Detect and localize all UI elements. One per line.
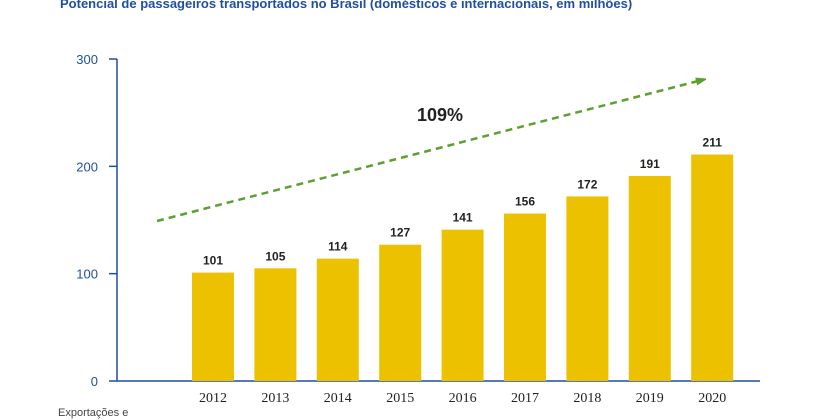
chart-labels: 101 2012 105 2013 114 2014 127 2015 141 2016 156 20… [199, 136, 726, 405]
bar-data-label: 127 [390, 226, 410, 240]
x-tick-label: 2015 [386, 391, 414, 405]
bar-data-label: 105 [265, 249, 285, 263]
bar [316, 258, 359, 381]
trend-arrow [156, 80, 702, 223]
y-tick-label: 0 [91, 374, 98, 389]
bar-data-label: 211 [703, 136, 723, 150]
bar-data-label: 101 [203, 254, 223, 268]
bar-data-label: 172 [577, 177, 597, 191]
bar [566, 196, 609, 381]
y-tick-label: 300 [76, 52, 98, 67]
bar [628, 175, 671, 381]
trend-annotation: 109% [156, 80, 702, 223]
x-tick-label: 2013 [261, 391, 289, 405]
bar-data-label: 114 [328, 240, 348, 254]
x-tick-label: 2020 [698, 391, 726, 405]
bar [504, 213, 546, 381]
y-tick-label: 100 [76, 267, 98, 282]
chart-title: Potencial de passageiros transportados n… [60, 0, 633, 11]
bar-data-label: 191 [640, 157, 660, 171]
x-tick-label: 2016 [449, 391, 477, 405]
bar-data-label: 141 [453, 211, 473, 225]
bar [691, 154, 734, 381]
bar [379, 244, 422, 381]
y-tick-label: 200 [76, 159, 98, 174]
bar [254, 268, 297, 381]
x-tick-label: 2017 [511, 391, 539, 405]
x-tick-label: 2012 [199, 391, 227, 405]
bar-data-label: 156 [515, 195, 535, 209]
growth-percent-label: 109% [417, 105, 463, 125]
bar [441, 229, 484, 381]
chart-footnote: Exportações e [58, 407, 129, 419]
bar [192, 272, 234, 381]
x-tick-label: 2019 [636, 391, 664, 405]
bar-series [192, 154, 734, 381]
x-tick-label: 2018 [573, 391, 601, 405]
x-tick-label: 2014 [324, 391, 352, 405]
